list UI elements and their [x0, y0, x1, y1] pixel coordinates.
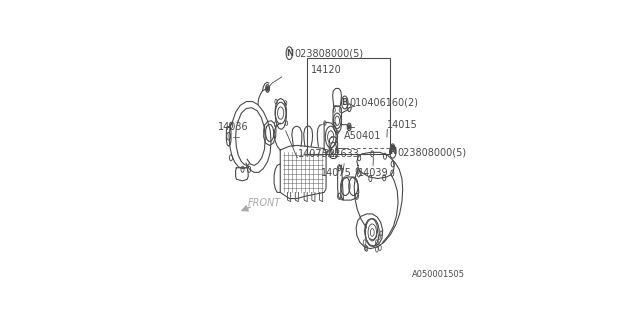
- Text: 023808000(5): 023808000(5): [294, 49, 364, 59]
- Text: 14036: 14036: [218, 122, 249, 132]
- Text: 010406160(2): 010406160(2): [349, 98, 419, 108]
- Text: 023808000(5): 023808000(5): [397, 147, 467, 157]
- Text: A50401: A50401: [344, 131, 381, 141]
- Text: N: N: [286, 49, 293, 58]
- Text: 14039: 14039: [358, 168, 388, 178]
- Ellipse shape: [392, 146, 394, 150]
- Text: N: N: [389, 147, 396, 156]
- Text: A050001505: A050001505: [412, 270, 465, 279]
- Text: 14075A: 14075A: [298, 149, 336, 159]
- Text: B: B: [342, 98, 348, 107]
- Ellipse shape: [266, 86, 269, 91]
- Text: 22633: 22633: [328, 149, 359, 159]
- Ellipse shape: [348, 125, 350, 129]
- Text: 14075: 14075: [321, 168, 351, 178]
- Bar: [307, 58, 390, 154]
- Text: 14120: 14120: [311, 65, 342, 76]
- Text: FRONT: FRONT: [248, 198, 281, 209]
- Text: 14015: 14015: [387, 120, 418, 130]
